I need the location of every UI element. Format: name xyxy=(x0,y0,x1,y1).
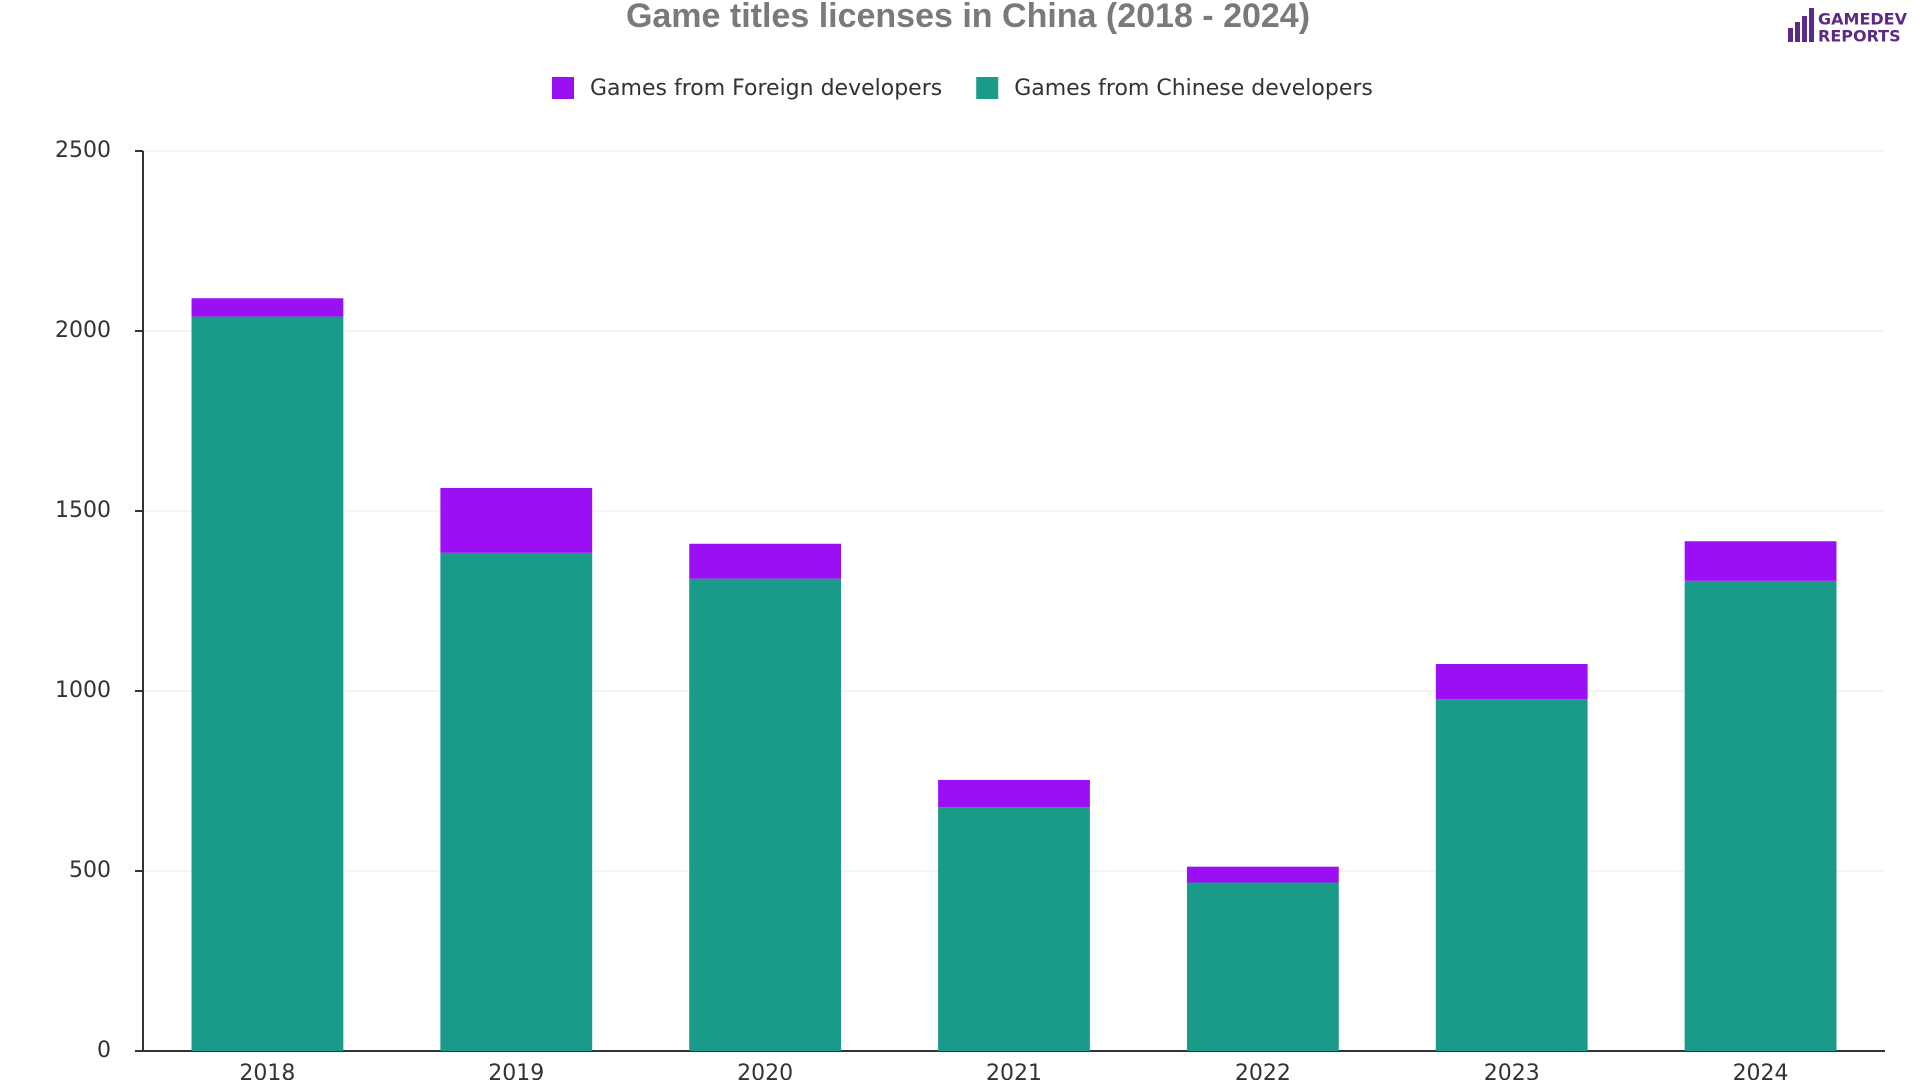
bar-segment xyxy=(440,487,593,553)
y-tick-label: 0 xyxy=(97,1038,111,1063)
bar-segment xyxy=(1186,866,1339,883)
logo-icon xyxy=(1795,22,1800,42)
bar-segment xyxy=(1435,664,1588,700)
bar-segment xyxy=(1435,699,1588,1051)
x-tick-label: 2024 xyxy=(1733,1061,1789,1080)
x-tick-label: 2021 xyxy=(986,1061,1042,1080)
x-tick-label: 2020 xyxy=(737,1061,793,1080)
bar-segment xyxy=(191,298,344,317)
y-tick-label: 1500 xyxy=(55,498,111,523)
legend-swatch xyxy=(976,77,999,99)
bar-segment xyxy=(1186,882,1339,1051)
bar-segment xyxy=(191,316,344,1052)
bar-segment xyxy=(938,807,1090,1051)
bar-segment xyxy=(689,543,842,579)
x-tick-label: 2023 xyxy=(1484,1061,1540,1080)
logo-icon xyxy=(1809,8,1814,42)
bar-segment xyxy=(938,779,1090,808)
bar-segment xyxy=(1684,541,1837,581)
bar-segment xyxy=(689,578,842,1051)
legend-swatch xyxy=(552,77,574,99)
logo: GAMEDEV REPORTS xyxy=(1788,8,1908,46)
legend-label: Games from Chinese developers xyxy=(1014,76,1373,101)
logo-icon xyxy=(1788,28,1793,42)
x-tick-label: 2022 xyxy=(1235,1061,1291,1080)
x-tick-label: 2018 xyxy=(239,1061,295,1080)
y-tick-label: 2000 xyxy=(55,318,111,343)
logo-text: REPORTS xyxy=(1818,27,1901,46)
legend-label: Games from Foreign developers xyxy=(590,76,942,101)
bar-segment xyxy=(440,552,593,1051)
bar-segment xyxy=(1684,580,1837,1051)
y-tick-label: 2500 xyxy=(55,138,111,163)
chart-title: Game titles licenses in China (2018 - 20… xyxy=(626,0,1310,35)
y-tick-label: 1000 xyxy=(55,678,111,703)
logo-icon xyxy=(1802,16,1807,42)
x-tick-label: 2019 xyxy=(488,1061,544,1080)
y-tick-label: 500 xyxy=(69,858,111,883)
logo-text: GAMEDEV xyxy=(1818,10,1908,29)
